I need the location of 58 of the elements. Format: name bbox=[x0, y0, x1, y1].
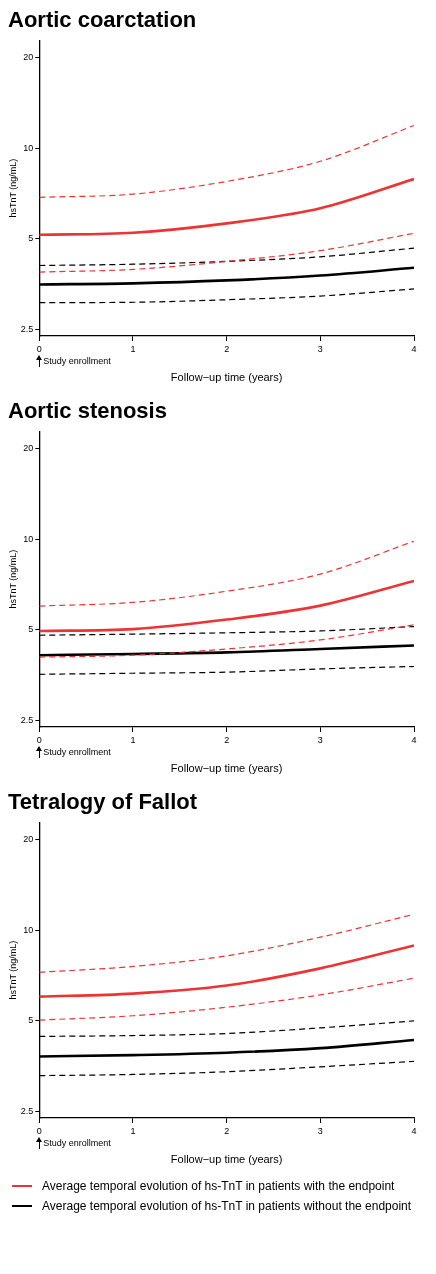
y-tick-label: 20 bbox=[23, 52, 34, 63]
line-series bbox=[39, 579, 414, 633]
line-series bbox=[39, 944, 414, 998]
y-tick-label: 10 bbox=[23, 533, 34, 544]
x-tick-label: 4 bbox=[411, 734, 417, 745]
text: Study enrollment bbox=[43, 1138, 112, 1149]
y-tick-label: 10 bbox=[23, 924, 34, 935]
line-series bbox=[39, 977, 414, 1021]
legend-label: Average temporal evolution of hs-TnT in patients with the endpoint bbox=[42, 1179, 395, 1193]
x-tick-label: 1 bbox=[130, 343, 136, 354]
text: Study enrollment bbox=[43, 747, 112, 758]
y-axis-title: hsTnT (ng/mL) bbox=[7, 940, 18, 1000]
x-tick-label: 2 bbox=[224, 1125, 230, 1136]
line-series bbox=[39, 247, 414, 267]
line-series bbox=[39, 177, 414, 237]
x-tick-label: 2 bbox=[224, 343, 230, 354]
x-tick-label: 3 bbox=[317, 343, 323, 354]
x-tick-label: 0 bbox=[36, 1125, 42, 1136]
x-tick-label: 3 bbox=[317, 1125, 323, 1136]
x-axis-title: Follow−up time (years) bbox=[170, 1153, 283, 1166]
y-tick-label: 5 bbox=[28, 1015, 34, 1026]
line-series bbox=[39, 665, 414, 675]
chart-title: Aortic coarctation bbox=[8, 7, 197, 33]
y-axis-title: hsTnT (ng/mL) bbox=[7, 549, 18, 609]
text: Study enrollment bbox=[43, 356, 112, 367]
x-tick-label: 1 bbox=[130, 1125, 136, 1136]
y-tick-label: 5 bbox=[28, 624, 34, 635]
line-series bbox=[39, 1060, 414, 1077]
line-series bbox=[39, 540, 414, 607]
y-tick-label: 2.5 bbox=[20, 715, 34, 726]
y-tick-label: 2.5 bbox=[20, 324, 34, 335]
x-tick-label: 0 bbox=[36, 343, 42, 354]
line-series bbox=[39, 266, 414, 286]
chart-title: Aortic stenosis bbox=[8, 398, 167, 424]
y-tick-label: 20 bbox=[23, 834, 34, 845]
line-series bbox=[39, 232, 414, 273]
y-tick-label: 10 bbox=[23, 142, 34, 153]
x-tick-label: 4 bbox=[411, 1125, 417, 1136]
y-tick-label: 5 bbox=[28, 233, 34, 244]
line-series bbox=[39, 124, 414, 198]
x-tick-label: 2 bbox=[224, 734, 230, 745]
x-tick-label: 0 bbox=[36, 734, 42, 745]
chart-title: Tetralogy of Fallot bbox=[8, 789, 198, 815]
line-series bbox=[39, 625, 414, 636]
x-axis-title: Follow−up time (years) bbox=[170, 762, 283, 775]
line-series bbox=[39, 644, 414, 657]
x-tick-label: 4 bbox=[411, 343, 417, 354]
x-axis-title: Follow−up time (years) bbox=[170, 371, 283, 384]
x-tick-label: 3 bbox=[317, 734, 323, 745]
legend-label: Average temporal evolution of hs-TnT in patients without the endpoint bbox=[42, 1199, 412, 1213]
x-tick-label: 1 bbox=[130, 734, 136, 745]
y-axis-title: hsTnT (ng/mL) bbox=[7, 158, 18, 218]
y-tick-label: 2.5 bbox=[20, 1106, 34, 1117]
line-series bbox=[39, 624, 414, 658]
line-series bbox=[39, 1020, 414, 1038]
y-tick-label: 20 bbox=[23, 443, 34, 454]
line-series bbox=[39, 288, 414, 304]
line-series bbox=[39, 1038, 414, 1058]
